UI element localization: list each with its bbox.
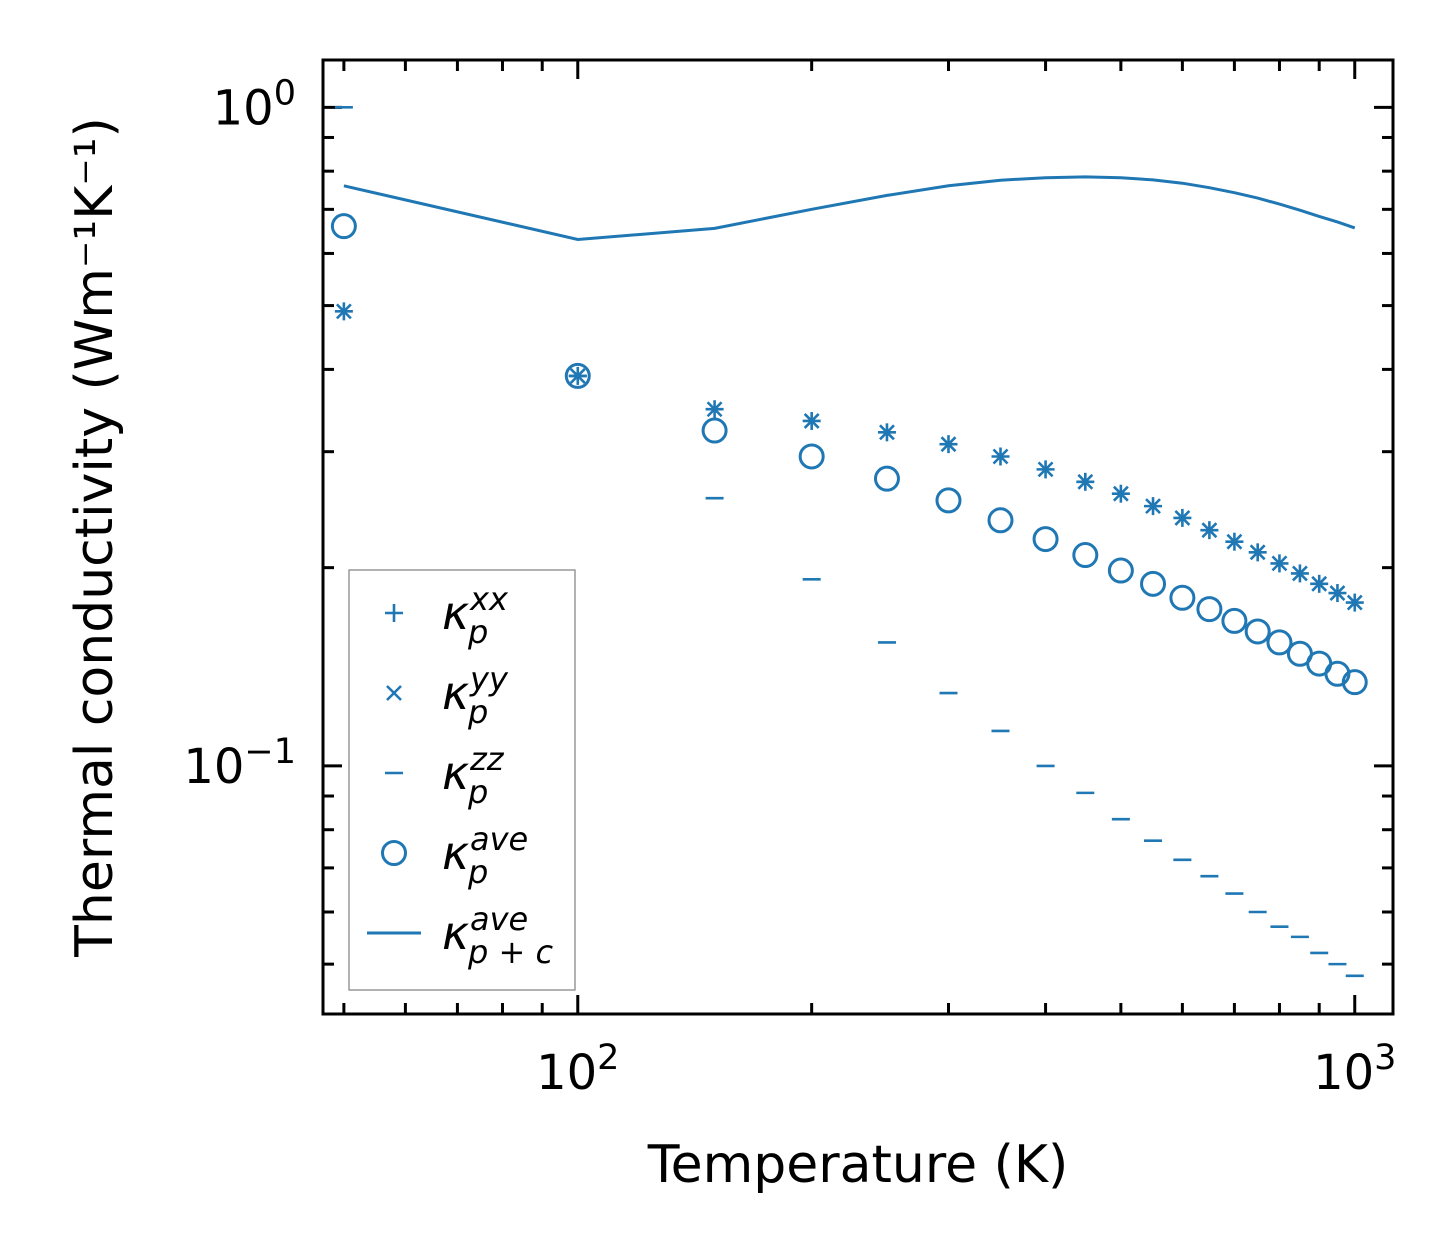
- legend-entry: κave p: [381, 820, 528, 891]
- data-layer: [330, 106, 1368, 978]
- legend-label: κave p + c: [442, 900, 553, 971]
- data-point: [987, 507, 1014, 534]
- plot-frame: [321, 58, 1395, 1016]
- data-point: [1107, 557, 1134, 584]
- data-point: [1249, 544, 1266, 561]
- data-point: [873, 465, 900, 492]
- y-tick-label: 10−1: [183, 732, 296, 795]
- legend-marker: [385, 604, 403, 622]
- data-point: [1140, 570, 1167, 597]
- legend-frame: [348, 569, 576, 991]
- data-point: [1112, 485, 1129, 502]
- data-point: [1174, 509, 1191, 526]
- data-point: [879, 424, 895, 441]
- data-point: [1032, 526, 1059, 553]
- data-point: [1341, 669, 1368, 696]
- series-kappa_p_xx: [334, 302, 1364, 612]
- series-kappa_p_yy: [335, 303, 1363, 611]
- data-point: [992, 448, 1009, 465]
- legend-label: κxx p: [442, 580, 509, 651]
- data-point: [1196, 596, 1223, 623]
- data-point: [1329, 585, 1346, 601]
- legend: κxx p κyy p κzz p κave p κave p + c: [348, 569, 576, 991]
- data-point: [1072, 542, 1099, 569]
- data-point: [706, 401, 723, 418]
- data-point: [798, 443, 825, 470]
- data-point: [1037, 461, 1054, 478]
- data-point: [701, 417, 728, 444]
- data-point: [330, 213, 357, 240]
- data-point: [1226, 533, 1243, 550]
- series-line: [343, 175, 1356, 242]
- tick-labels: 102 103 10−1 100: [183, 73, 1396, 1101]
- legend-entry: κzz p: [385, 740, 505, 811]
- data-point: [1291, 565, 1308, 582]
- data-point: [564, 362, 591, 389]
- data-point: [1311, 575, 1328, 592]
- data-point: [1346, 594, 1363, 611]
- legend-label: κyy p: [442, 660, 509, 731]
- data-point: [1169, 584, 1196, 611]
- legend-label: κzz p: [442, 740, 505, 811]
- data-point: [1266, 629, 1293, 656]
- data-point: [1077, 473, 1094, 490]
- x-tick-label: 102: [536, 1038, 619, 1101]
- legend-entry: κyy p: [386, 660, 509, 731]
- legend-marker: [386, 685, 402, 701]
- legend-marker: [381, 840, 407, 866]
- axis-ticks: [323, 60, 1393, 1014]
- data-point: [803, 413, 820, 429]
- data-point: [1244, 618, 1271, 645]
- data-point: [1201, 522, 1218, 539]
- data-point: [335, 303, 352, 320]
- y-axis-label: Thermal conductivity (Wm⁻¹K⁻¹): [65, 117, 125, 958]
- data-point: [1271, 555, 1288, 572]
- x-tick-label: 103: [1313, 1038, 1396, 1101]
- legend-entry: κxx p: [385, 580, 509, 651]
- data-point: [935, 487, 962, 514]
- y-tick-label: 100: [213, 73, 296, 136]
- data-point: [1221, 607, 1248, 634]
- series-kappa_p_ave: [330, 213, 1368, 696]
- x-axis-label: Temperature (K): [647, 1135, 1069, 1195]
- legend-entry: κave p + c: [367, 900, 553, 971]
- data-point: [940, 436, 957, 453]
- legend-label: κave p: [442, 820, 528, 891]
- series-kappa_p_zz: [334, 106, 1364, 978]
- series-kappa_p+c_ave: [343, 175, 1356, 242]
- data-point: [1145, 498, 1161, 515]
